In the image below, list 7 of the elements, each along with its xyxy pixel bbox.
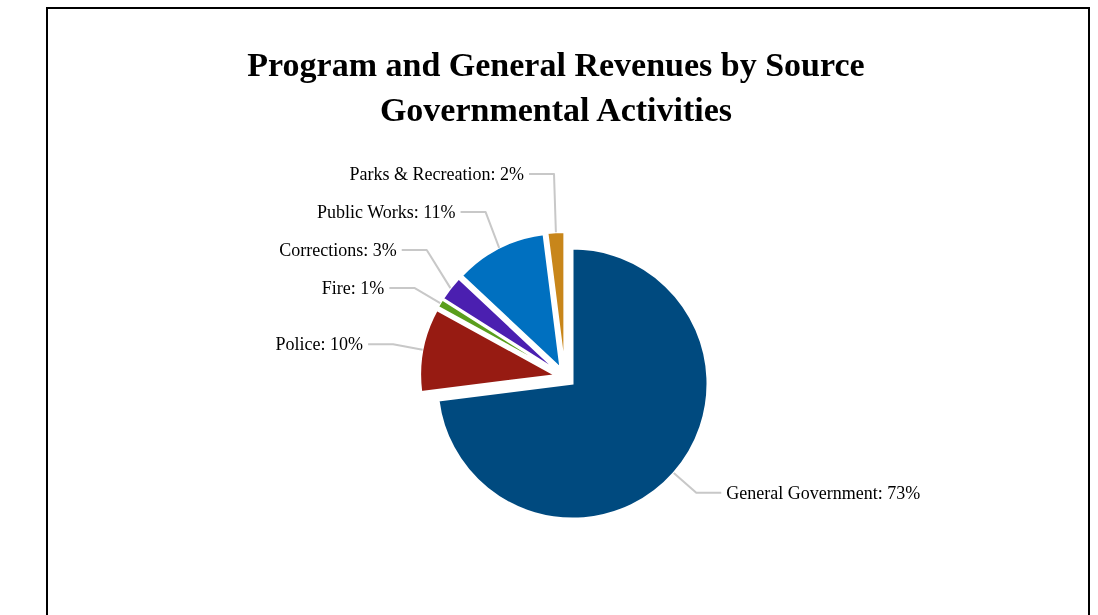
- chart-title: Program and General Revenues by Source Governmental Activities: [247, 46, 865, 128]
- slice-label: Parks & Recreation: 2%: [349, 163, 525, 184]
- slice-label: Corrections: 3%: [279, 239, 397, 260]
- slice-label: Fire: 1%: [321, 277, 385, 298]
- slice-label: Police: 10%: [275, 334, 364, 355]
- slice-label: Public Works: 11%: [316, 201, 456, 222]
- slice-label: General Government: 73%: [726, 482, 921, 503]
